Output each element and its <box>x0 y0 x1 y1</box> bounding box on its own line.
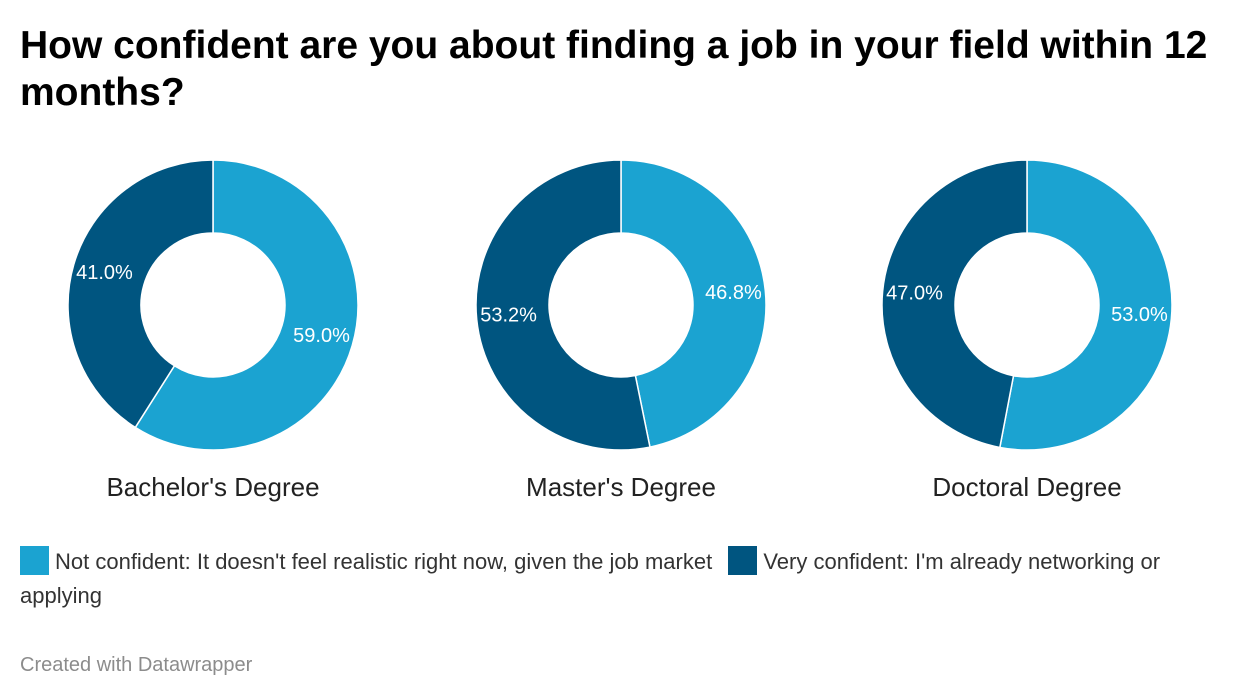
legend-label-very-confident: Very confident: I'm already networking o… <box>20 549 1161 608</box>
slice-label-bachelor-s-degree-not-confident: 59.0% <box>293 325 350 347</box>
donut-label-bachelor-s-degree: Bachelor's Degree <box>106 472 319 502</box>
donut-slice-bachelor-s-degree-very-confident <box>67 159 214 429</box>
slice-label-bachelor-s-degree-very-confident: 41.0% <box>76 262 133 284</box>
legend-item-very-confident: Very confident: I'm already networking o… <box>20 546 1161 608</box>
donut-slice-doctoral-degree-very-confident <box>881 159 1028 449</box>
donut-slice-master-s-degree-not-confident <box>620 159 767 448</box>
chart-title: How confident are you about finding a jo… <box>20 24 1208 114</box>
footer-credit: Created with Datawrapper <box>20 654 253 676</box>
donut-slice-doctoral-degree-not-confident <box>998 159 1173 451</box>
slice-label-master-s-degree-not-confident: 46.8% <box>705 282 762 304</box>
legend-swatch-very-confident <box>728 546 758 575</box>
slice-label-doctoral-degree-not-confident: 53.0% <box>1111 304 1168 326</box>
legend-label-not-confident: Not confident: It doesn't feel realistic… <box>55 549 713 574</box>
legend: Not confident: It doesn't feel realistic… <box>20 545 1220 613</box>
legend-swatch-not-confident <box>20 546 49 575</box>
legend-item-not-confident: Not confident: It doesn't feel realistic… <box>20 546 713 575</box>
slice-label-master-s-degree-very-confident: 53.2% <box>480 305 537 327</box>
donut-label-doctoral-degree: Doctoral Degree <box>932 472 1121 502</box>
slice-label-doctoral-degree-very-confident: 47.0% <box>886 283 943 305</box>
donut-label-master-s-degree: Master's Degree <box>526 472 716 502</box>
donut-slice-master-s-degree-very-confident <box>475 159 651 451</box>
donut-charts: 59.0% 41.0% Bachelor's Degree 46.8% 53.2% Mas… <box>67 159 1173 502</box>
donut-slice-bachelor-s-degree-not-confident <box>134 159 359 451</box>
